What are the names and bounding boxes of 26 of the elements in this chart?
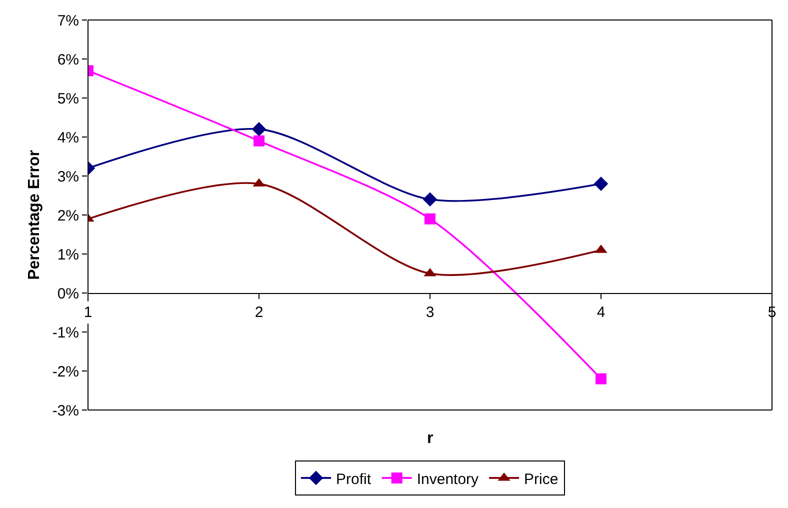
- x-axis-title: r: [427, 430, 434, 447]
- legend-label: Inventory: [416, 470, 480, 488]
- x-tick-label: 4: [596, 304, 606, 321]
- y-tick-label: -2%: [52, 363, 79, 380]
- point: [594, 176, 608, 191]
- legend-label: Price: [524, 470, 558, 488]
- y-axis-title: Percentage Error: [26, 150, 44, 280]
- y-tick-label: 0%: [57, 285, 79, 302]
- point: [254, 135, 264, 146]
- x-tick-label: 1: [84, 304, 92, 321]
- y-tick-label: 7%: [57, 12, 79, 30]
- x-tick-label: 2: [254, 304, 264, 321]
- y-tick-label: -3%: [52, 402, 79, 420]
- y-tick-label: 6%: [57, 51, 79, 68]
- legend-label: Profit: [336, 470, 372, 488]
- y-tick-label: 1%: [57, 246, 79, 264]
- point: [424, 213, 436, 224]
- y-tick-label: 5%: [57, 90, 79, 108]
- point: [252, 122, 266, 136]
- point: [422, 192, 438, 207]
- y-tick-label: 4%: [57, 129, 79, 146]
- x-tick-label: 3: [426, 304, 434, 321]
- point: [596, 373, 606, 384]
- y-tick-label: 2%: [57, 207, 79, 224]
- y-tick-label: -1%: [52, 324, 79, 342]
- y-tick-label: 3%: [57, 168, 79, 186]
